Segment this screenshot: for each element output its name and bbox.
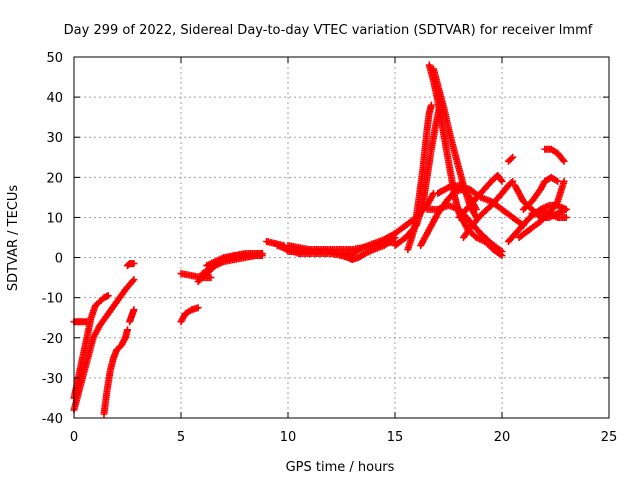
series-track-15 [348, 189, 438, 258]
series-track-22 [434, 181, 527, 229]
y-tick-label: 10 [46, 211, 63, 226]
axis-ticks: 0 5 10 15 20 25 -40 -30 -20 -10 0 10 20 30 40 50 [42, 51, 618, 445]
data-point [357, 244, 365, 252]
data-point [207, 274, 215, 282]
y-tick-label: 30 [46, 131, 63, 146]
data-point [104, 292, 112, 300]
data-point [509, 153, 517, 161]
data-point [130, 276, 138, 284]
y-tick-label: -40 [42, 412, 63, 427]
data-point [496, 246, 504, 254]
data-point [554, 177, 562, 185]
data-point [509, 177, 517, 185]
series-track-6 [126, 306, 138, 326]
x-tick-label: 25 [601, 430, 618, 445]
data-point [252, 252, 260, 260]
data-point [498, 177, 506, 185]
y-tick-label: 40 [46, 91, 63, 106]
data-point [507, 155, 515, 163]
x-tick-label: 15 [387, 430, 404, 445]
data-point [560, 177, 568, 185]
data-point [562, 205, 570, 213]
x-tick-label: 10 [280, 430, 297, 445]
y-axis-label: SDTVAR / TECUs [6, 185, 21, 292]
series-track-29 [541, 145, 568, 165]
data-point [130, 306, 138, 314]
series-track-2 [70, 276, 138, 414]
data-point [194, 304, 202, 312]
data-point [562, 213, 570, 221]
y-tick-label: -30 [42, 372, 63, 387]
x-tick-label: 0 [70, 430, 78, 445]
data-point [124, 326, 131, 334]
series-track-5 [124, 260, 138, 270]
y-tick-label: 0 [55, 252, 63, 267]
series-track-11 [203, 252, 260, 270]
series-track-19 [430, 65, 480, 221]
series-track-17 [404, 101, 435, 254]
series-track-4 [100, 326, 131, 418]
series-track-28 [519, 173, 562, 213]
data-point [559, 156, 567, 164]
data-point [497, 176, 505, 184]
series-track-23 [455, 171, 506, 221]
plot-frame [73, 56, 610, 419]
series-track-25 [504, 153, 517, 165]
x-axis-label: GPS time / hours [286, 460, 395, 475]
y-tick-label: -10 [42, 292, 63, 307]
chart-title: Day 299 of 2022, Sidereal Day-to-day VTE… [64, 23, 593, 38]
grid-lines [74, 57, 609, 418]
series-track-31 [515, 177, 568, 241]
data-point [129, 277, 137, 285]
y-tick-label: 50 [46, 51, 63, 66]
data-point [427, 101, 435, 109]
data-point [472, 205, 480, 213]
data-point [560, 157, 568, 165]
data-point [507, 179, 515, 187]
series-track-24 [459, 177, 517, 241]
x-tick-label: 20 [494, 430, 511, 445]
y-tick-label: -20 [42, 332, 63, 347]
data-points [70, 61, 570, 418]
series-track-7 [177, 304, 202, 326]
data-point [498, 248, 506, 256]
data-point [130, 260, 138, 268]
data-point [83, 318, 91, 326]
x-tick-label: 5 [177, 430, 185, 445]
data-point [443, 184, 451, 192]
data-point [258, 250, 266, 258]
series-track-3 [70, 318, 91, 326]
y-tick-label: 20 [46, 171, 63, 186]
